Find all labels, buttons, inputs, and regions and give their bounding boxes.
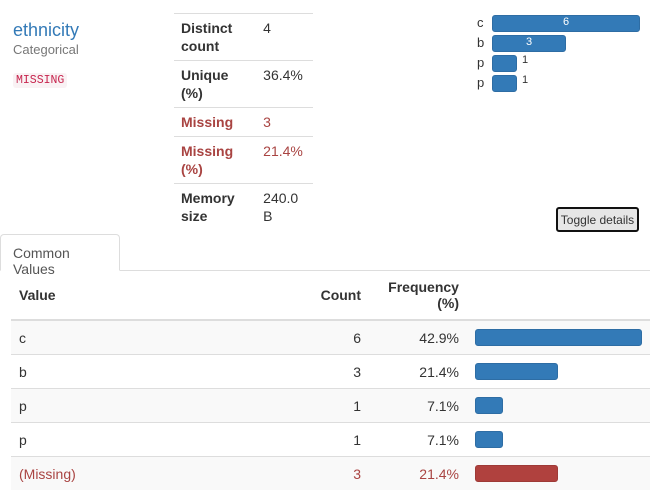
mini-hist-label: b [477,35,484,50]
stat-value: 21.4% [256,137,313,184]
cell-bar [467,355,650,389]
cell-count: 6 [277,320,369,355]
stat-key: Unique (%) [174,61,256,108]
tab-common-values[interactable]: Common Values [0,234,120,271]
stat-key: Distinct count [174,14,256,61]
header-frequency: Frequency (%) [369,271,467,320]
missing-badge: MISSING [13,73,67,88]
variable-type: Categorical [13,42,79,57]
cell-count: 3 [277,355,369,389]
cell-frequency: 42.9% [369,320,467,355]
cell-value: p [11,423,277,457]
cell-count: 1 [277,423,369,457]
cell-frequency: 7.1% [369,423,467,457]
mini-hist-bar [492,75,517,92]
frequency-bar [475,329,642,346]
cell-bar [467,389,650,423]
stat-key: Missing (%) [174,137,256,184]
cell-value: b [11,355,277,389]
header-value: Value [11,271,277,320]
stat-value: 4 [256,14,313,61]
stats-row: Unique (%)36.4% [174,61,313,108]
stats-row: Missing (%)21.4% [174,137,313,184]
mini-hist-count: 6 [563,16,569,28]
stat-key: Missing [174,108,256,137]
mini-hist-count: 1 [522,74,528,86]
mini-hist-count: 3 [526,36,532,48]
cell-frequency: 21.4% [369,355,467,389]
frequency-bar [475,431,503,448]
mini-hist-label: p [477,75,484,90]
toggle-details-button[interactable]: Toggle details [556,207,639,232]
cell-value: c [11,320,277,355]
frequency-bar [475,465,558,482]
stat-key: Memory size [174,184,256,231]
mini-hist-count: 1 [522,54,528,66]
cell-frequency: 7.1% [369,389,467,423]
frequency-bar [475,363,558,380]
variable-name: ethnicity [13,20,79,41]
frequency-bar [475,397,503,414]
cell-bar [467,320,650,355]
header-bar [467,271,650,320]
header-count: Count [277,271,369,320]
stat-value: 3 [256,108,313,137]
mini-hist-label: p [477,55,484,70]
mini-hist-label: c [477,15,484,30]
stat-value: 36.4% [256,61,313,108]
stat-value: 240.0 B [256,184,313,231]
cell-bar [467,423,650,457]
cell-value: p [11,389,277,423]
mini-hist-bar [492,55,517,72]
cell-count: 1 [277,389,369,423]
